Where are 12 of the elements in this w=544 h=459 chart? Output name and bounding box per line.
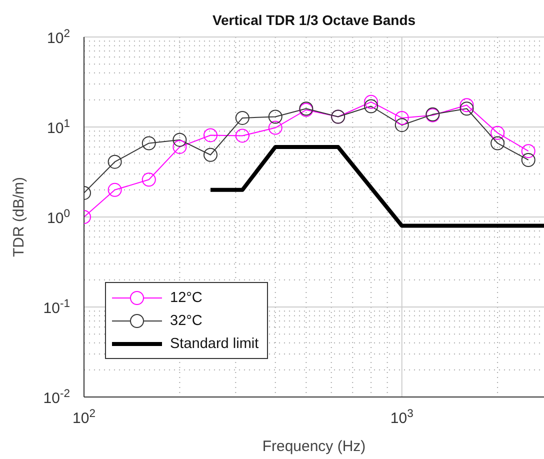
y-tick-label: 10$^{1}$ (47, 118, 70, 137)
x-tick-label: 10$^{3}$ (390, 408, 414, 427)
y-tick-label: 10$^{2}$ (47, 28, 70, 47)
chart-title: Vertical TDR 1/3 Octave Bands (211, 12, 417, 28)
x-axis-title: Frequency (Hz) (262, 438, 366, 455)
y-tick-label: 10$^{-1}$ (43, 298, 70, 317)
legend-label: 32°C (170, 312, 202, 328)
y-tick-label: 10$^{0}$ (47, 208, 70, 227)
legend-label: 12°C (170, 290, 202, 306)
y-axis-title: TDR (dB/m) (10, 177, 28, 257)
y-tick-label: 10$^{-2}$ (43, 388, 70, 407)
legend-label: Standard limit (170, 336, 259, 352)
